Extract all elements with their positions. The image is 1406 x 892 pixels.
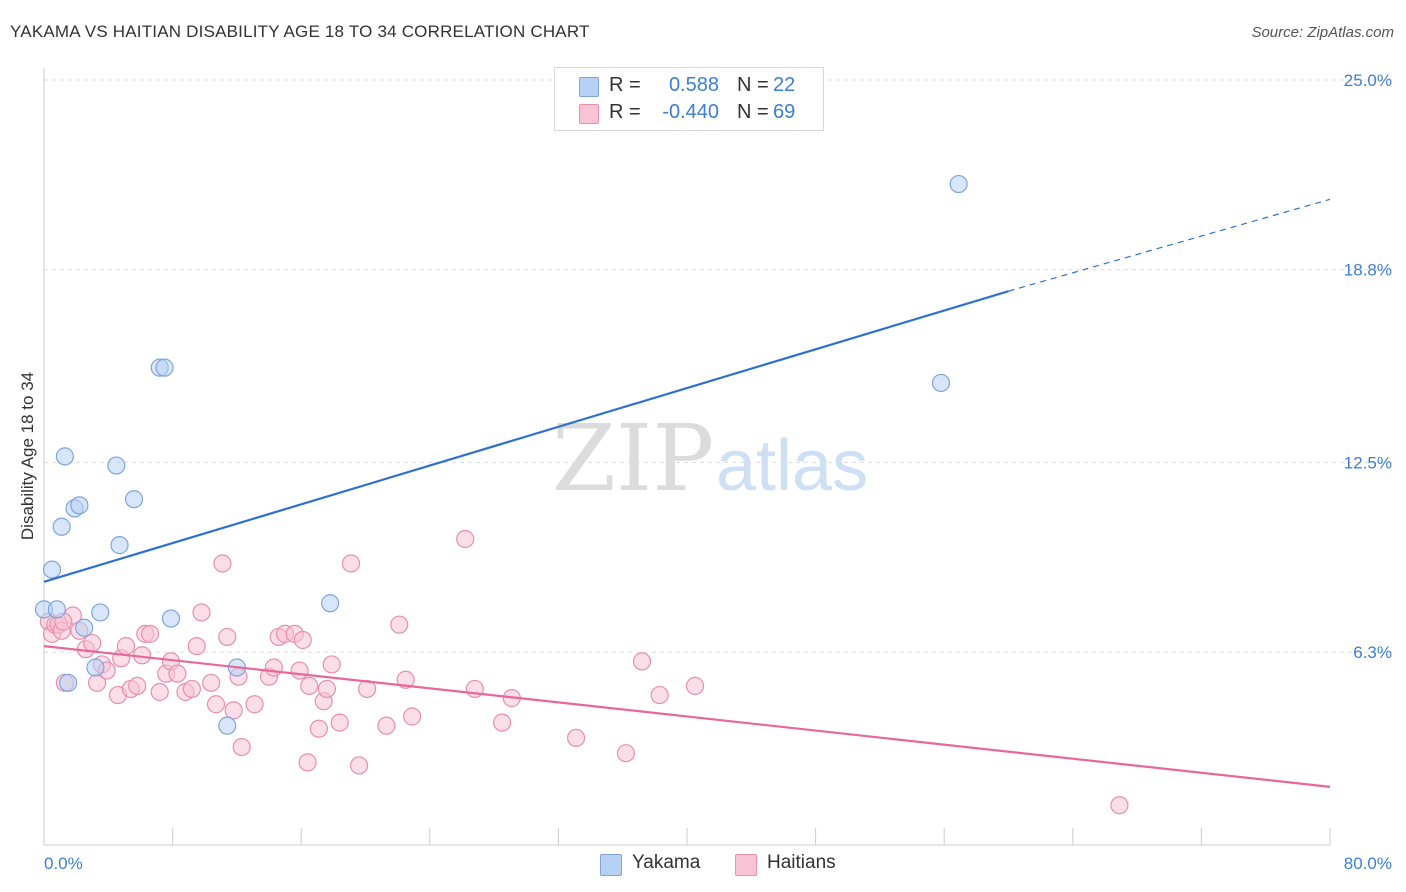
legend-n-label: N = [737, 101, 769, 123]
yakama-legend-label: Yakama [632, 852, 701, 873]
haitians-point [140, 624, 160, 643]
haitians-point [202, 673, 221, 692]
x-tick-labels: 0.0% 80.0% [44, 854, 1392, 873]
yakama-swatch [579, 77, 599, 97]
haitians-point [168, 664, 187, 683]
yakama-legend-swatch [600, 854, 622, 876]
haitians-point [456, 529, 475, 549]
yakama-point [70, 496, 89, 515]
haitians-point [298, 753, 317, 772]
yakama-point [91, 603, 110, 622]
haitians-point [128, 676, 147, 695]
legend-r-label: R = [609, 74, 641, 96]
chart-title: YAKAMA VS HAITIAN DISABILITY AGE 18 TO 3… [10, 22, 590, 41]
yakama-point [161, 609, 181, 628]
haitians-point [300, 676, 319, 695]
haitians-point [403, 707, 422, 726]
haitians-legend-swatch [735, 854, 757, 876]
y-tick-label: 18.8% [1344, 261, 1392, 280]
haitians-point [213, 554, 232, 573]
haitians-point [330, 713, 349, 732]
haitians-point [182, 679, 201, 699]
legend-r-label: R = [609, 101, 641, 123]
yakama-series [34, 174, 968, 735]
yakama-point [110, 536, 129, 555]
haitians-point [650, 685, 669, 705]
x-tick-label: 80.0% [1344, 854, 1392, 873]
haitians-series [39, 529, 1129, 815]
source-label: Source: ZipAtlas.com [1251, 24, 1394, 41]
yakama-point [52, 517, 71, 536]
haitians-point [224, 701, 243, 720]
haitians-point [187, 636, 206, 656]
legend-n-value: 22 [773, 74, 796, 96]
haitians-point [192, 603, 211, 622]
haitians-point [245, 695, 264, 714]
haitians-point [632, 652, 652, 671]
haitians-point [83, 633, 102, 653]
y-axis-label: Disability Age 18 to 34 [18, 372, 37, 540]
yakama-point [55, 447, 74, 466]
yakama-point [107, 456, 126, 475]
haitians-point [116, 636, 136, 656]
axes [43, 68, 1330, 846]
yakama-point [75, 618, 94, 637]
yakama-point [47, 600, 66, 619]
y-tick-label: 6.3% [1353, 643, 1392, 662]
haitians-point [493, 713, 512, 732]
haitians-point [206, 695, 226, 714]
haitians-point [293, 630, 312, 650]
yakama-point [218, 716, 237, 735]
haitians-point [396, 670, 415, 689]
watermark: ZIP atlas [552, 405, 868, 512]
y-tick-label: 12.5% [1344, 454, 1392, 473]
haitians-trend-line [43, 645, 1331, 788]
haitians-point [309, 719, 328, 738]
haitians-point [341, 554, 361, 573]
trend-lines [43, 198, 1331, 788]
yakama-trend-line [43, 290, 1009, 583]
yakama-point [949, 174, 968, 194]
haitians-point [685, 676, 705, 695]
haitians-point [566, 728, 586, 748]
legend-r-value: 0.588 [668, 74, 719, 96]
haitians-point [317, 679, 337, 699]
haitians-point [1110, 796, 1129, 815]
legend-n-label: N = [737, 74, 769, 96]
yakama-point [321, 594, 340, 613]
haitians-point [377, 716, 396, 735]
haitians-point [150, 682, 169, 702]
haitians-point [232, 737, 251, 757]
correlation-legend: R = 0.588 N = 22 R = -0.440 N = 69 [554, 67, 824, 131]
haitians-swatch [579, 104, 599, 124]
y-tick-label: 25.0% [1344, 71, 1392, 90]
x-tick-label: 0.0% [44, 854, 83, 873]
yakama-trend-extension [1008, 198, 1331, 292]
legend-n-value: 69 [773, 101, 796, 123]
y-tick-labels: 6.3% 12.5% 18.8% 25.0% [1344, 71, 1392, 662]
yakama-point [124, 490, 144, 509]
haitians-point [290, 661, 309, 680]
haitians-point [349, 756, 369, 775]
haitians-legend-label: Haitians [767, 852, 836, 873]
watermark-zip: ZIP [552, 405, 714, 512]
haitians-point [390, 615, 409, 634]
yakama-point [42, 560, 62, 579]
yakama-point [86, 658, 105, 677]
yakama-point [931, 373, 951, 393]
watermark-atlas: atlas [716, 426, 868, 506]
haitians-point [322, 655, 341, 674]
yakama-point [59, 673, 78, 692]
yakama-point [155, 358, 174, 377]
haitians-point [264, 658, 283, 677]
haitians-point [616, 744, 636, 763]
haitians-point [218, 627, 237, 647]
grid-lines [44, 79, 1392, 845]
legend-r-value: -0.440 [662, 101, 719, 123]
